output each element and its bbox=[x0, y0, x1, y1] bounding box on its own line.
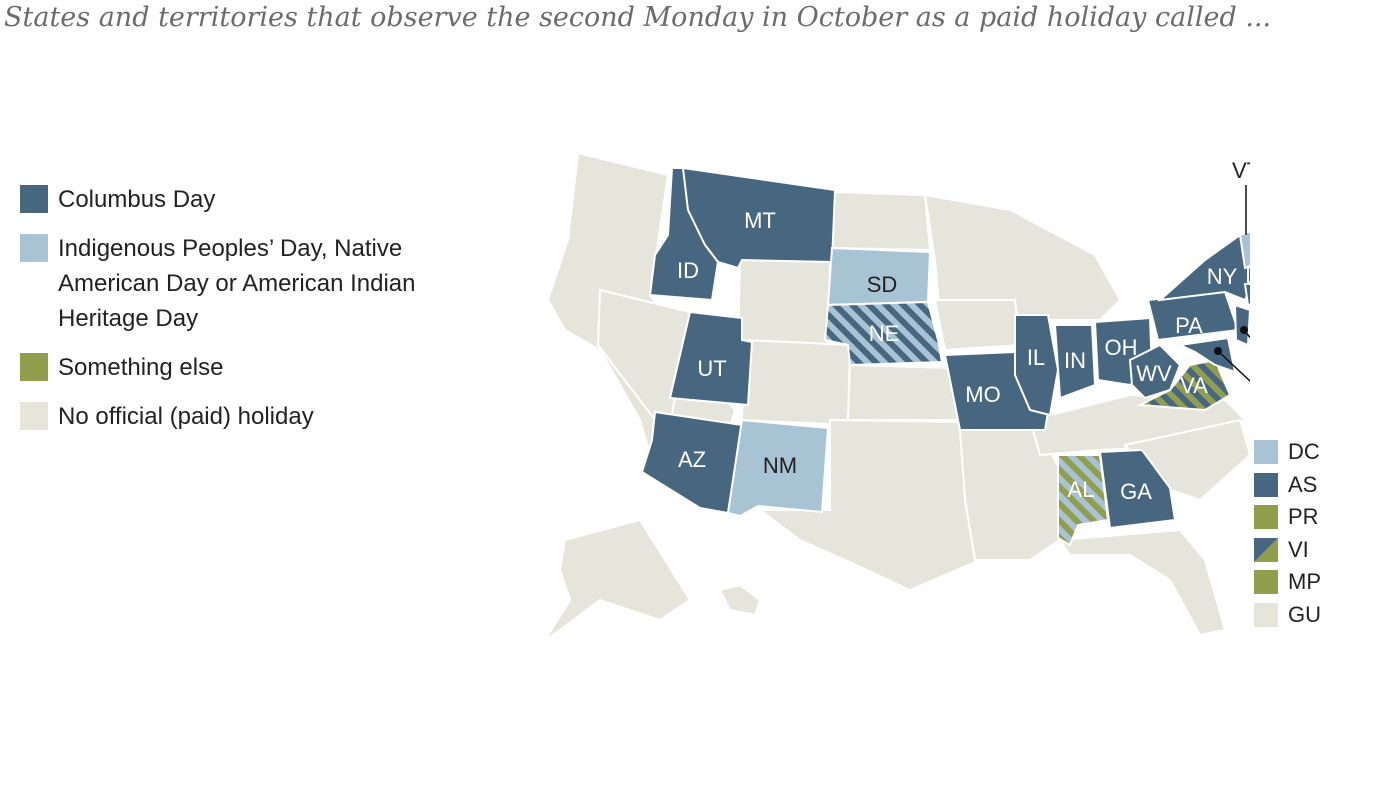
us-map: MTIDUTAZNMSDNEMOILINOHWVVAPANYALGAME VT … bbox=[544, 151, 1250, 641]
territory-swatch bbox=[1254, 570, 1278, 595]
state-ga bbox=[1098, 448, 1177, 530]
state-ut bbox=[668, 310, 754, 407]
territory-label: DC bbox=[1288, 439, 1320, 465]
state-label-al: AL bbox=[1068, 477, 1095, 502]
territory-label: MP bbox=[1288, 569, 1321, 595]
territory-label: AS bbox=[1288, 471, 1318, 497]
state-label-va: VA bbox=[1180, 373, 1208, 398]
territory-label: VI bbox=[1288, 536, 1309, 562]
state-label-nm: NM bbox=[763, 453, 797, 478]
state-label-ga: GA bbox=[1120, 479, 1152, 504]
territory-as: AS bbox=[1254, 469, 1321, 502]
state-labels: MTIDUTAZNMSDNEMOILINOHWVVAPANYALGAME bbox=[677, 208, 1238, 504]
state-iowa bbox=[933, 299, 1022, 352]
state-ny bbox=[1156, 233, 1250, 302]
state-il bbox=[1014, 314, 1060, 417]
state-label-id: ID bbox=[677, 258, 699, 283]
legend-label-line: Something else bbox=[58, 354, 224, 381]
state-alaska bbox=[544, 518, 692, 641]
state-florida bbox=[1058, 528, 1227, 637]
territory-label: PR bbox=[1288, 504, 1319, 530]
territory-swatch bbox=[1254, 537, 1278, 562]
state-hawaii bbox=[718, 583, 762, 617]
state-ma bbox=[1247, 266, 1250, 283]
legend-label-line: American Day or American Indian bbox=[58, 270, 416, 297]
legend-swatch bbox=[20, 402, 48, 430]
state-nm bbox=[726, 418, 830, 518]
state-upper-midwest bbox=[923, 193, 1122, 321]
territory-swatch bbox=[1254, 472, 1278, 497]
callouts bbox=[1217, 185, 1250, 382]
legend-label-line: Heritage Day bbox=[58, 305, 199, 332]
territory-gu: GU bbox=[1254, 599, 1321, 632]
state-ct bbox=[1243, 283, 1250, 307]
label-vt: VT bbox=[1232, 158, 1250, 183]
legend-label-line: Indigenous Peoples’ Day, Native bbox=[58, 235, 403, 262]
legend-label: Indigenous Peoples’ Day, Native American … bbox=[58, 231, 416, 336]
state-label-ny: NY bbox=[1207, 264, 1238, 289]
state-in bbox=[1053, 324, 1097, 400]
legend: Columbus Day Indigenous Peoples’ Day, Nat… bbox=[20, 182, 490, 448]
territory-label: GU bbox=[1288, 601, 1321, 627]
state-label-il: IL bbox=[1027, 345, 1045, 370]
state-label-wv: WV bbox=[1136, 361, 1172, 386]
state-label-ne: NE bbox=[869, 321, 900, 346]
legend-label-line: Columbus Day bbox=[58, 186, 216, 213]
territory-swatch bbox=[1254, 440, 1278, 465]
state-north-dakota bbox=[830, 190, 932, 252]
state-label-ut: UT bbox=[697, 356, 726, 381]
territory-swatch bbox=[1254, 505, 1278, 530]
state-label-mt: MT bbox=[744, 208, 776, 233]
territory-mp: MP bbox=[1254, 566, 1321, 599]
states-layer bbox=[640, 166, 1250, 547]
legend-item-columbus: Columbus Day bbox=[20, 182, 490, 217]
state-label-oh: OH bbox=[1105, 335, 1138, 360]
state-wyoming bbox=[736, 258, 832, 347]
callout-labels: VT MA RI CT NJ MD bbox=[1232, 158, 1250, 183]
legend-label: Columbus Day bbox=[58, 182, 215, 217]
territory-dc: DC bbox=[1254, 436, 1321, 469]
state-vt bbox=[1238, 230, 1250, 270]
callout-dots bbox=[1214, 326, 1248, 355]
map-title: States and territories that observe the … bbox=[4, 2, 1272, 33]
state-nj bbox=[1233, 303, 1250, 347]
state-colorado bbox=[740, 338, 852, 427]
state-label-in: IN bbox=[1064, 348, 1086, 373]
state-md bbox=[1176, 336, 1237, 374]
territory-legend: DC AS PR VI MP GU bbox=[1254, 436, 1321, 631]
legend-swatch bbox=[20, 185, 48, 213]
state-kansas bbox=[846, 363, 960, 421]
state-id bbox=[648, 167, 720, 302]
legend-swatch bbox=[20, 353, 48, 381]
state-label-az: AZ bbox=[678, 447, 706, 472]
legend-label-line: No official (paid) holiday bbox=[58, 403, 314, 430]
legend-item-none: No official (paid) holiday bbox=[20, 399, 490, 434]
state-label-sd: SD bbox=[867, 272, 898, 297]
territory-swatch bbox=[1254, 602, 1278, 627]
base-land bbox=[544, 151, 1250, 641]
legend-label: No official (paid) holiday bbox=[58, 399, 314, 434]
legend-item-indigenous: Indigenous Peoples’ Day, Native American … bbox=[20, 231, 490, 336]
state-label-mo: MO bbox=[965, 382, 1000, 407]
territory-vi: VI bbox=[1254, 534, 1321, 567]
state-label-pa: PA bbox=[1175, 313, 1203, 338]
legend-item-something-else: Something else bbox=[20, 350, 490, 385]
legend-label: Something else bbox=[58, 350, 223, 385]
state-ne bbox=[823, 300, 944, 367]
legend-swatch bbox=[20, 234, 48, 262]
territory-pr: PR bbox=[1254, 501, 1321, 534]
